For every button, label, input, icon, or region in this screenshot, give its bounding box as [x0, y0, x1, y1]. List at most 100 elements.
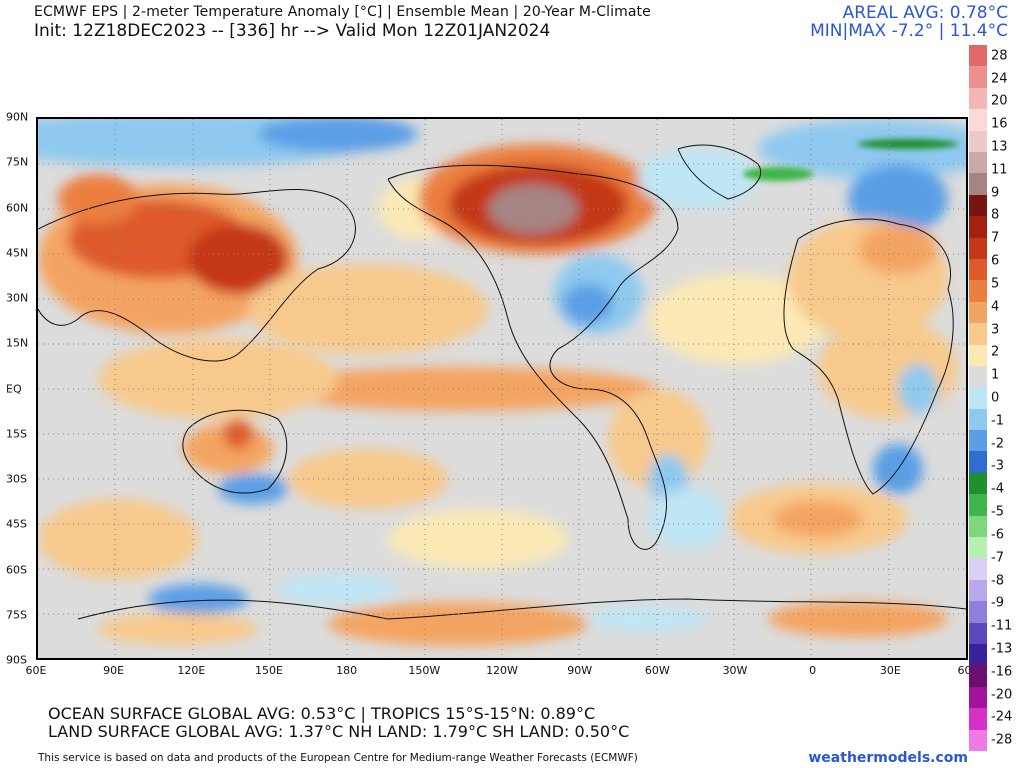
lat-label: 15N	[6, 336, 29, 350]
lat-label: 15S	[6, 427, 27, 441]
colorbar-label: -7	[991, 550, 1004, 566]
lat-label: 30N	[6, 291, 29, 305]
colorbar-cell	[969, 387, 987, 410]
lat-label: 90N	[6, 110, 29, 124]
colorbar-cell	[969, 515, 987, 538]
colorbar-label: 24	[991, 71, 1008, 87]
colorbar-cell	[969, 151, 987, 174]
colorbar-label: -2	[991, 436, 1004, 452]
colorbar-cell	[969, 472, 987, 495]
colorbar-label: -6	[991, 527, 1004, 543]
lat-label: 45N	[6, 246, 29, 260]
map-title: ECMWF EPS | 2-meter Temperature Anomaly …	[34, 4, 651, 20]
colorbar-label: 6	[991, 253, 1000, 269]
colorbar-label: 9	[991, 185, 1000, 201]
colorbar-label: -5	[991, 504, 1004, 520]
lon-label: 60E	[25, 664, 47, 677]
colorbar-cell	[969, 258, 987, 281]
lon-label: 120W	[486, 664, 518, 677]
colorbar-cell	[969, 430, 987, 452]
min-max-values: MIN|MAX -7.2° | 11.4°C	[810, 21, 1008, 41]
colorbar-cell	[969, 45, 987, 67]
colorbar-cell	[969, 344, 987, 367]
colorbar-label: 16	[991, 116, 1008, 132]
map-subtitle: Init: 12Z18DEC2023 -- [336] hr --> Valid…	[34, 21, 551, 41]
lon-label: 180	[336, 664, 358, 677]
lat-label: 90S	[6, 653, 27, 667]
colorbar-label: -24	[991, 709, 1013, 725]
colorbar-label: 8	[991, 207, 1000, 223]
colorbar-cell	[969, 173, 987, 196]
anomaly-map-canvas	[38, 119, 966, 658]
colorbar-label: 20	[991, 93, 1008, 109]
colorbar-label: -8	[991, 573, 1004, 589]
colorbar-cell	[969, 301, 987, 324]
colorbar-cell	[969, 323, 987, 345]
colorbar-cell	[969, 66, 987, 89]
colorbar-label: 1	[991, 367, 1000, 383]
lat-label: 30S	[6, 472, 27, 486]
colorbar-cell	[969, 237, 987, 260]
colorbar-label: 2	[991, 344, 1000, 360]
colorbar-label: -20	[991, 687, 1013, 703]
colorbar-cell	[969, 194, 987, 217]
lon-label: 0	[809, 664, 817, 677]
colorbar-cell	[969, 216, 987, 239]
colorbar-label: 11	[991, 162, 1008, 178]
colorbar-cell	[969, 365, 987, 388]
lat-label: 75S	[6, 608, 27, 622]
colorbar-cell	[969, 601, 987, 624]
colorbar-cell	[969, 408, 987, 431]
colorbar-label: 5	[991, 276, 1000, 292]
colorbar-cell	[969, 622, 987, 645]
colorbar-label: 13	[991, 139, 1008, 155]
colorbar-label: 28	[991, 48, 1008, 64]
colorbar-label: 3	[991, 322, 1000, 338]
lon-label: 30E	[879, 664, 901, 677]
colorbar-cell	[969, 280, 987, 303]
lat-label: 60N	[6, 201, 29, 214]
anomaly-map	[36, 117, 968, 660]
lon-label: 60W	[644, 664, 670, 677]
lat-label: EQ	[6, 382, 22, 395]
colorbar-label: -16	[991, 664, 1013, 680]
lon-label: 90E	[103, 664, 125, 677]
colorbar-cell	[969, 708, 987, 731]
colorbar-label: 7	[991, 230, 1000, 246]
colorbar-label: -28	[991, 732, 1013, 748]
colorbar-label: -4	[991, 481, 1004, 497]
colorbar-label: -9	[991, 595, 1004, 611]
colorbar-cell	[969, 558, 987, 581]
lon-label: 150W	[408, 664, 441, 677]
coastlines	[38, 144, 966, 620]
colorbar-label: -11	[991, 618, 1013, 634]
colorbar-cell	[969, 130, 987, 153]
colorbar-cell	[969, 109, 987, 132]
lon-label: 90W	[567, 664, 593, 677]
colorbar-cell	[969, 537, 987, 559]
lat-label: 75N	[6, 155, 29, 169]
colorbar-label: 0	[991, 390, 1000, 406]
colorbar-cell	[969, 87, 987, 110]
colorbar-cell	[969, 579, 987, 602]
colorbar-cell	[969, 665, 987, 688]
colorbar	[969, 45, 987, 752]
land-stats: LAND SURFACE GLOBAL AVG: 1.37°C NH LAND:…	[48, 722, 630, 741]
colorbar-label: -13	[991, 641, 1013, 657]
areal-average: AREAL AVG: 0.78°C	[842, 3, 1008, 23]
lon-label: 150E	[255, 664, 283, 677]
lon-label: 120E	[177, 664, 206, 677]
colorbar-cell	[969, 451, 987, 474]
colorbar-cell	[969, 686, 987, 709]
colorbar-label: -1	[991, 413, 1004, 429]
lat-label: 60S	[6, 563, 27, 576]
ocean-stats: OCEAN SURFACE GLOBAL AVG: 0.53°C | TROPI…	[48, 704, 596, 723]
ecmwf-disclaimer: This service is based on data and produc…	[38, 752, 638, 764]
lon-label: 30W	[722, 664, 748, 677]
lat-label: 45S	[6, 517, 27, 531]
colorbar-cell	[969, 729, 987, 752]
colorbar-cell	[969, 644, 987, 666]
colorbar-cell	[969, 494, 987, 517]
colorbar-label: 4	[991, 299, 1000, 315]
brand-link[interactable]: weathermodels.com	[808, 750, 968, 766]
